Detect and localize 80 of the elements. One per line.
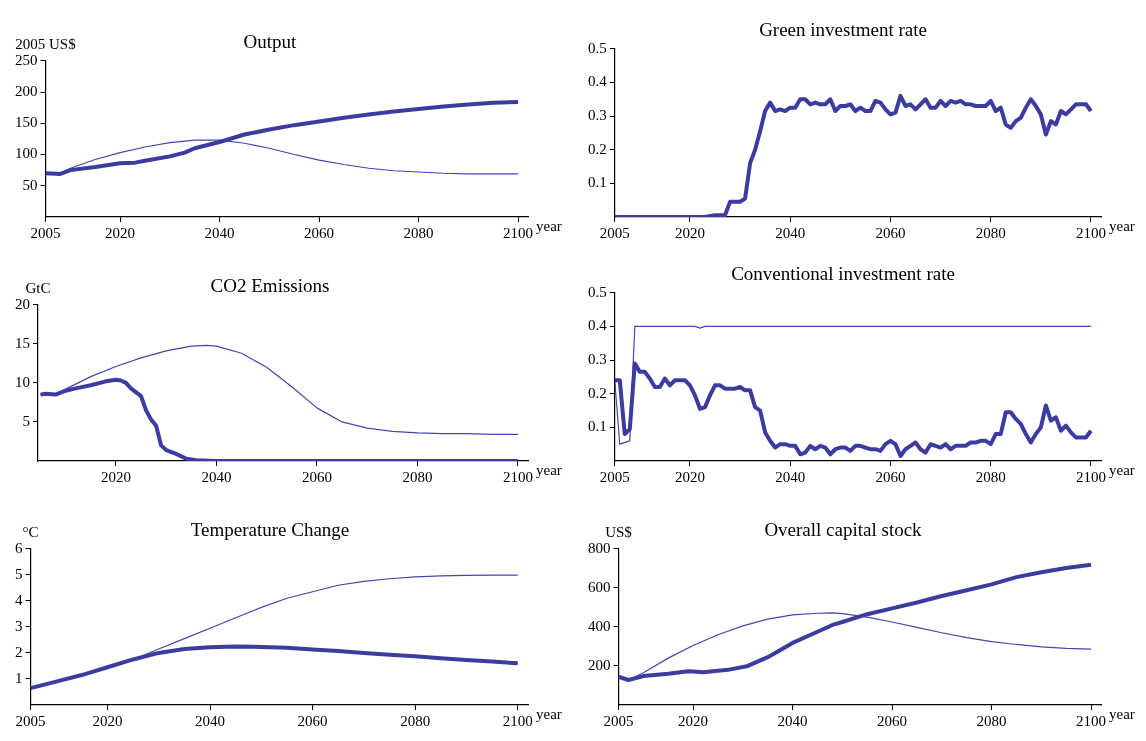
x-tick-label: 2100 — [502, 468, 533, 485]
y-tick-label: 0.4 — [588, 73, 608, 90]
y-tick-label: 150 — [15, 114, 38, 131]
x-tick-label: 2100 — [502, 712, 533, 729]
x-tick-label: 2060 — [301, 468, 332, 485]
y-tick-label: 5 — [15, 565, 23, 582]
chart-title: Conventional investment rate — [731, 263, 955, 285]
x-tick-label: 2040 — [777, 712, 808, 729]
x-tick-label: 2060 — [297, 712, 328, 729]
y-tick-label: 50 — [22, 176, 38, 193]
x-tick-label: 2080 — [403, 224, 434, 241]
chart-title: Temperature Change — [190, 519, 350, 541]
x-tick-label: 2040 — [775, 468, 806, 485]
y-tick-label: 3 — [15, 617, 23, 634]
x-axis-title: year — [536, 705, 562, 722]
y-tick-label: 0.4 — [588, 317, 608, 334]
y-tick-label: 6 — [15, 539, 23, 556]
y-tick-label: 15 — [15, 334, 30, 351]
x-tick-label: 2060 — [877, 712, 908, 729]
x-tick-label: 2005 — [603, 712, 634, 729]
x-tick-label: 2100 — [503, 224, 534, 241]
y-tick-label: 0.1 — [588, 174, 607, 191]
y-tick-label: 600 — [588, 578, 611, 595]
x-axis-title: year — [1109, 461, 1135, 478]
y-tick-label: 2 — [15, 643, 23, 660]
y-tick-label: 400 — [588, 617, 611, 634]
x-axis-title: year — [536, 461, 562, 478]
chart-title: Output — [243, 31, 298, 53]
y-tick-label: 0.5 — [588, 39, 607, 56]
x-tick-label: 2005 — [15, 712, 46, 729]
x-tick-label: 2080 — [400, 712, 431, 729]
x-tick-label: 2020 — [678, 712, 709, 729]
x-tick-label: 2020 — [100, 468, 131, 485]
x-tick-label: 2080 — [976, 712, 1007, 729]
x-tick-label: 2005 — [599, 224, 630, 241]
y-tick-label: 250 — [15, 51, 38, 68]
x-tick-label: 2040 — [775, 224, 806, 241]
chart-title: Green investment rate — [759, 19, 927, 41]
x-tick-label: 2060 — [875, 468, 906, 485]
x-tick-label: 2020 — [674, 224, 705, 241]
x-tick-label: 2060 — [875, 224, 906, 241]
y-axis-title: °C — [22, 524, 39, 541]
x-tick-label: 2100 — [1075, 468, 1106, 485]
x-tick-label: 2060 — [304, 224, 335, 241]
y-axis-title: GtC — [25, 280, 51, 297]
chart-title: Overall capital stock — [764, 519, 923, 541]
y-tick-label: 200 — [15, 82, 38, 99]
x-tick-label: 2080 — [975, 224, 1006, 241]
y-tick-label: 0.2 — [588, 140, 607, 157]
y-tick-label: 0.3 — [588, 351, 607, 368]
x-tick-label: 2005 — [599, 468, 630, 485]
x-tick-label: 2100 — [1075, 224, 1106, 241]
x-tick-label: 2080 — [975, 468, 1006, 485]
x-tick-label: 2020 — [105, 224, 136, 241]
y-tick-label: 0.2 — [588, 384, 607, 401]
y-tick-label: 100 — [15, 145, 38, 162]
x-tick-label: 2005 — [30, 224, 61, 241]
x-axis-title: year — [1109, 217, 1135, 234]
y-tick-label: 0.5 — [588, 283, 607, 300]
y-tick-label: 1 — [15, 669, 23, 686]
x-tick-label: 2040 — [201, 468, 232, 485]
y-tick-label: 5 — [22, 412, 30, 429]
x-tick-label: 2080 — [402, 468, 433, 485]
y-tick-label: 200 — [588, 656, 611, 673]
x-tick-label: 2020 — [674, 468, 705, 485]
y-tick-label: 20 — [15, 295, 30, 312]
chart-title: CO2 Emissions — [210, 275, 330, 297]
x-tick-label: 2100 — [1076, 712, 1107, 729]
x-tick-label: 2040 — [195, 712, 226, 729]
x-axis-title: year — [1109, 705, 1135, 722]
x-tick-label: 2040 — [204, 224, 235, 241]
y-tick-label: 800 — [588, 539, 611, 556]
y-axis-title: 2005 US$ — [15, 36, 77, 53]
y-tick-label: 4 — [15, 591, 23, 608]
y-axis-title: US$ — [605, 524, 633, 541]
y-tick-label: 0.3 — [588, 107, 607, 124]
y-tick-label: 10 — [15, 373, 30, 390]
y-tick-label: 0.1 — [588, 418, 607, 435]
x-tick-label: 2020 — [92, 712, 123, 729]
x-axis-title: year — [536, 217, 562, 234]
